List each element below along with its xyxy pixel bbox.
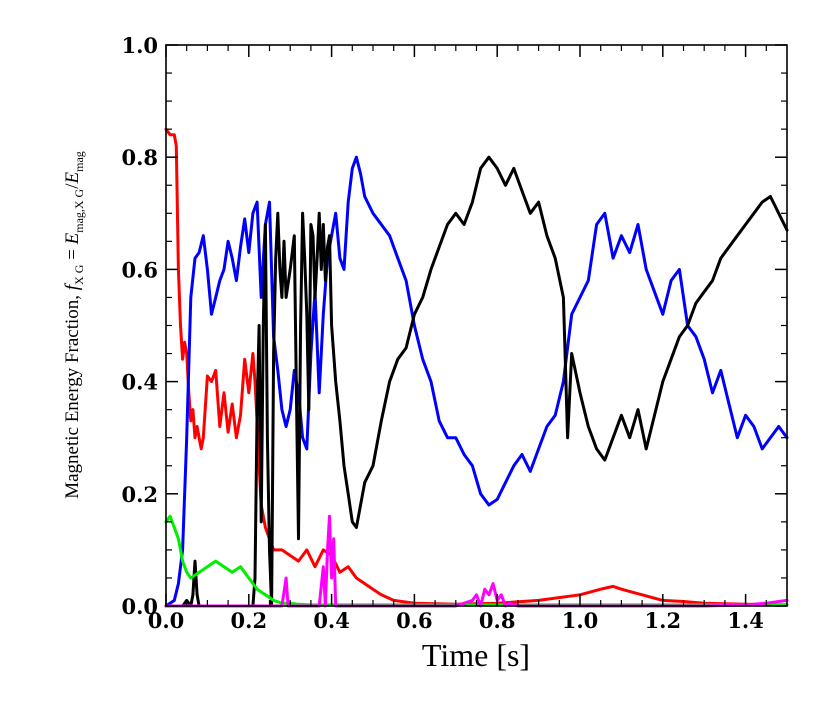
y-title-f: f (62, 282, 83, 290)
tick-layer: 0.0 0.2 0.4 0.6 0.8 1.0 1.2 1.4 0.0 0.2 0.4 0.6 0.8 1… (121, 33, 787, 633)
x-tick-label: 1.2 (645, 608, 682, 633)
x-axis-title: Time [s] (422, 637, 530, 673)
y-tick-label: 0.8 (121, 145, 158, 170)
x-tick-label: 0.6 (396, 608, 433, 633)
y-title-e: E (62, 232, 83, 245)
x-tick-label: 0.4 (313, 608, 350, 633)
y-title-eq: = (62, 244, 83, 264)
y-title-sub-magxg: mag,X G (72, 188, 86, 232)
y-tick-label: 0.6 (121, 257, 158, 282)
series-line-blue (164, 155, 789, 608)
y-title-e2: E (62, 171, 83, 184)
x-tick-label: 1.0 (562, 608, 599, 633)
x-tick-label: 0.0 (148, 608, 185, 633)
y-title-sub-mag: mag (72, 151, 86, 172)
y-tick-label: 0.2 (121, 482, 158, 507)
x-tick-label: 1.4 (727, 608, 764, 633)
y-title-slash: / (62, 183, 83, 189)
y-tick-label: 1.0 (121, 33, 158, 58)
y-tick-label: 0.4 (121, 370, 158, 395)
y-axis-title: Magnetic Energy Fraction, fX G = Emag,X … (62, 151, 86, 499)
series-line-magenta (164, 514, 789, 608)
series-layer (164, 127, 789, 608)
y-title-text: Magnetic Energy Fraction, (62, 290, 83, 499)
y-title-sub-xg: X G (72, 264, 86, 285)
x-tick-label: 0.2 (231, 608, 268, 633)
x-tick-label: 0.8 (479, 608, 516, 633)
y-tick-label: 0.0 (121, 594, 158, 619)
series-line-green (164, 514, 789, 607)
series-line-black (164, 155, 789, 608)
